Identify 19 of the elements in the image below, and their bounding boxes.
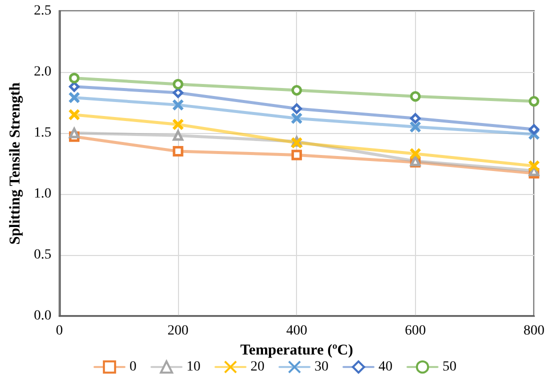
y-axis-title: Splitting Tensile Strength <box>8 82 24 245</box>
legend-label: 30 <box>314 360 328 374</box>
legend-label: 20 <box>250 360 264 374</box>
y-tick-label: 1.5 <box>34 126 52 140</box>
y-tick-label: 2.5 <box>34 4 52 18</box>
x-axis-title: Temperature (ºC) <box>240 342 354 358</box>
legend-label: 10 <box>186 360 200 374</box>
y-tick-label: 1.0 <box>34 186 52 202</box>
x-tick-label: 200 <box>168 324 189 338</box>
y-tick-label: 0.0 <box>34 308 52 324</box>
x-tick-label: 600 <box>404 324 426 338</box>
legend-label: 40 <box>378 360 392 374</box>
y-tick-label: 2.0 <box>34 64 52 80</box>
x-tick-label: 400 <box>286 324 308 338</box>
x-tick-label: 800 <box>524 324 544 338</box>
legend-label: 50 <box>442 360 456 374</box>
y-tick-label: 0.5 <box>34 248 52 262</box>
x-tick-label: 0 <box>56 324 63 338</box>
legend-label: 0 <box>130 360 136 374</box>
